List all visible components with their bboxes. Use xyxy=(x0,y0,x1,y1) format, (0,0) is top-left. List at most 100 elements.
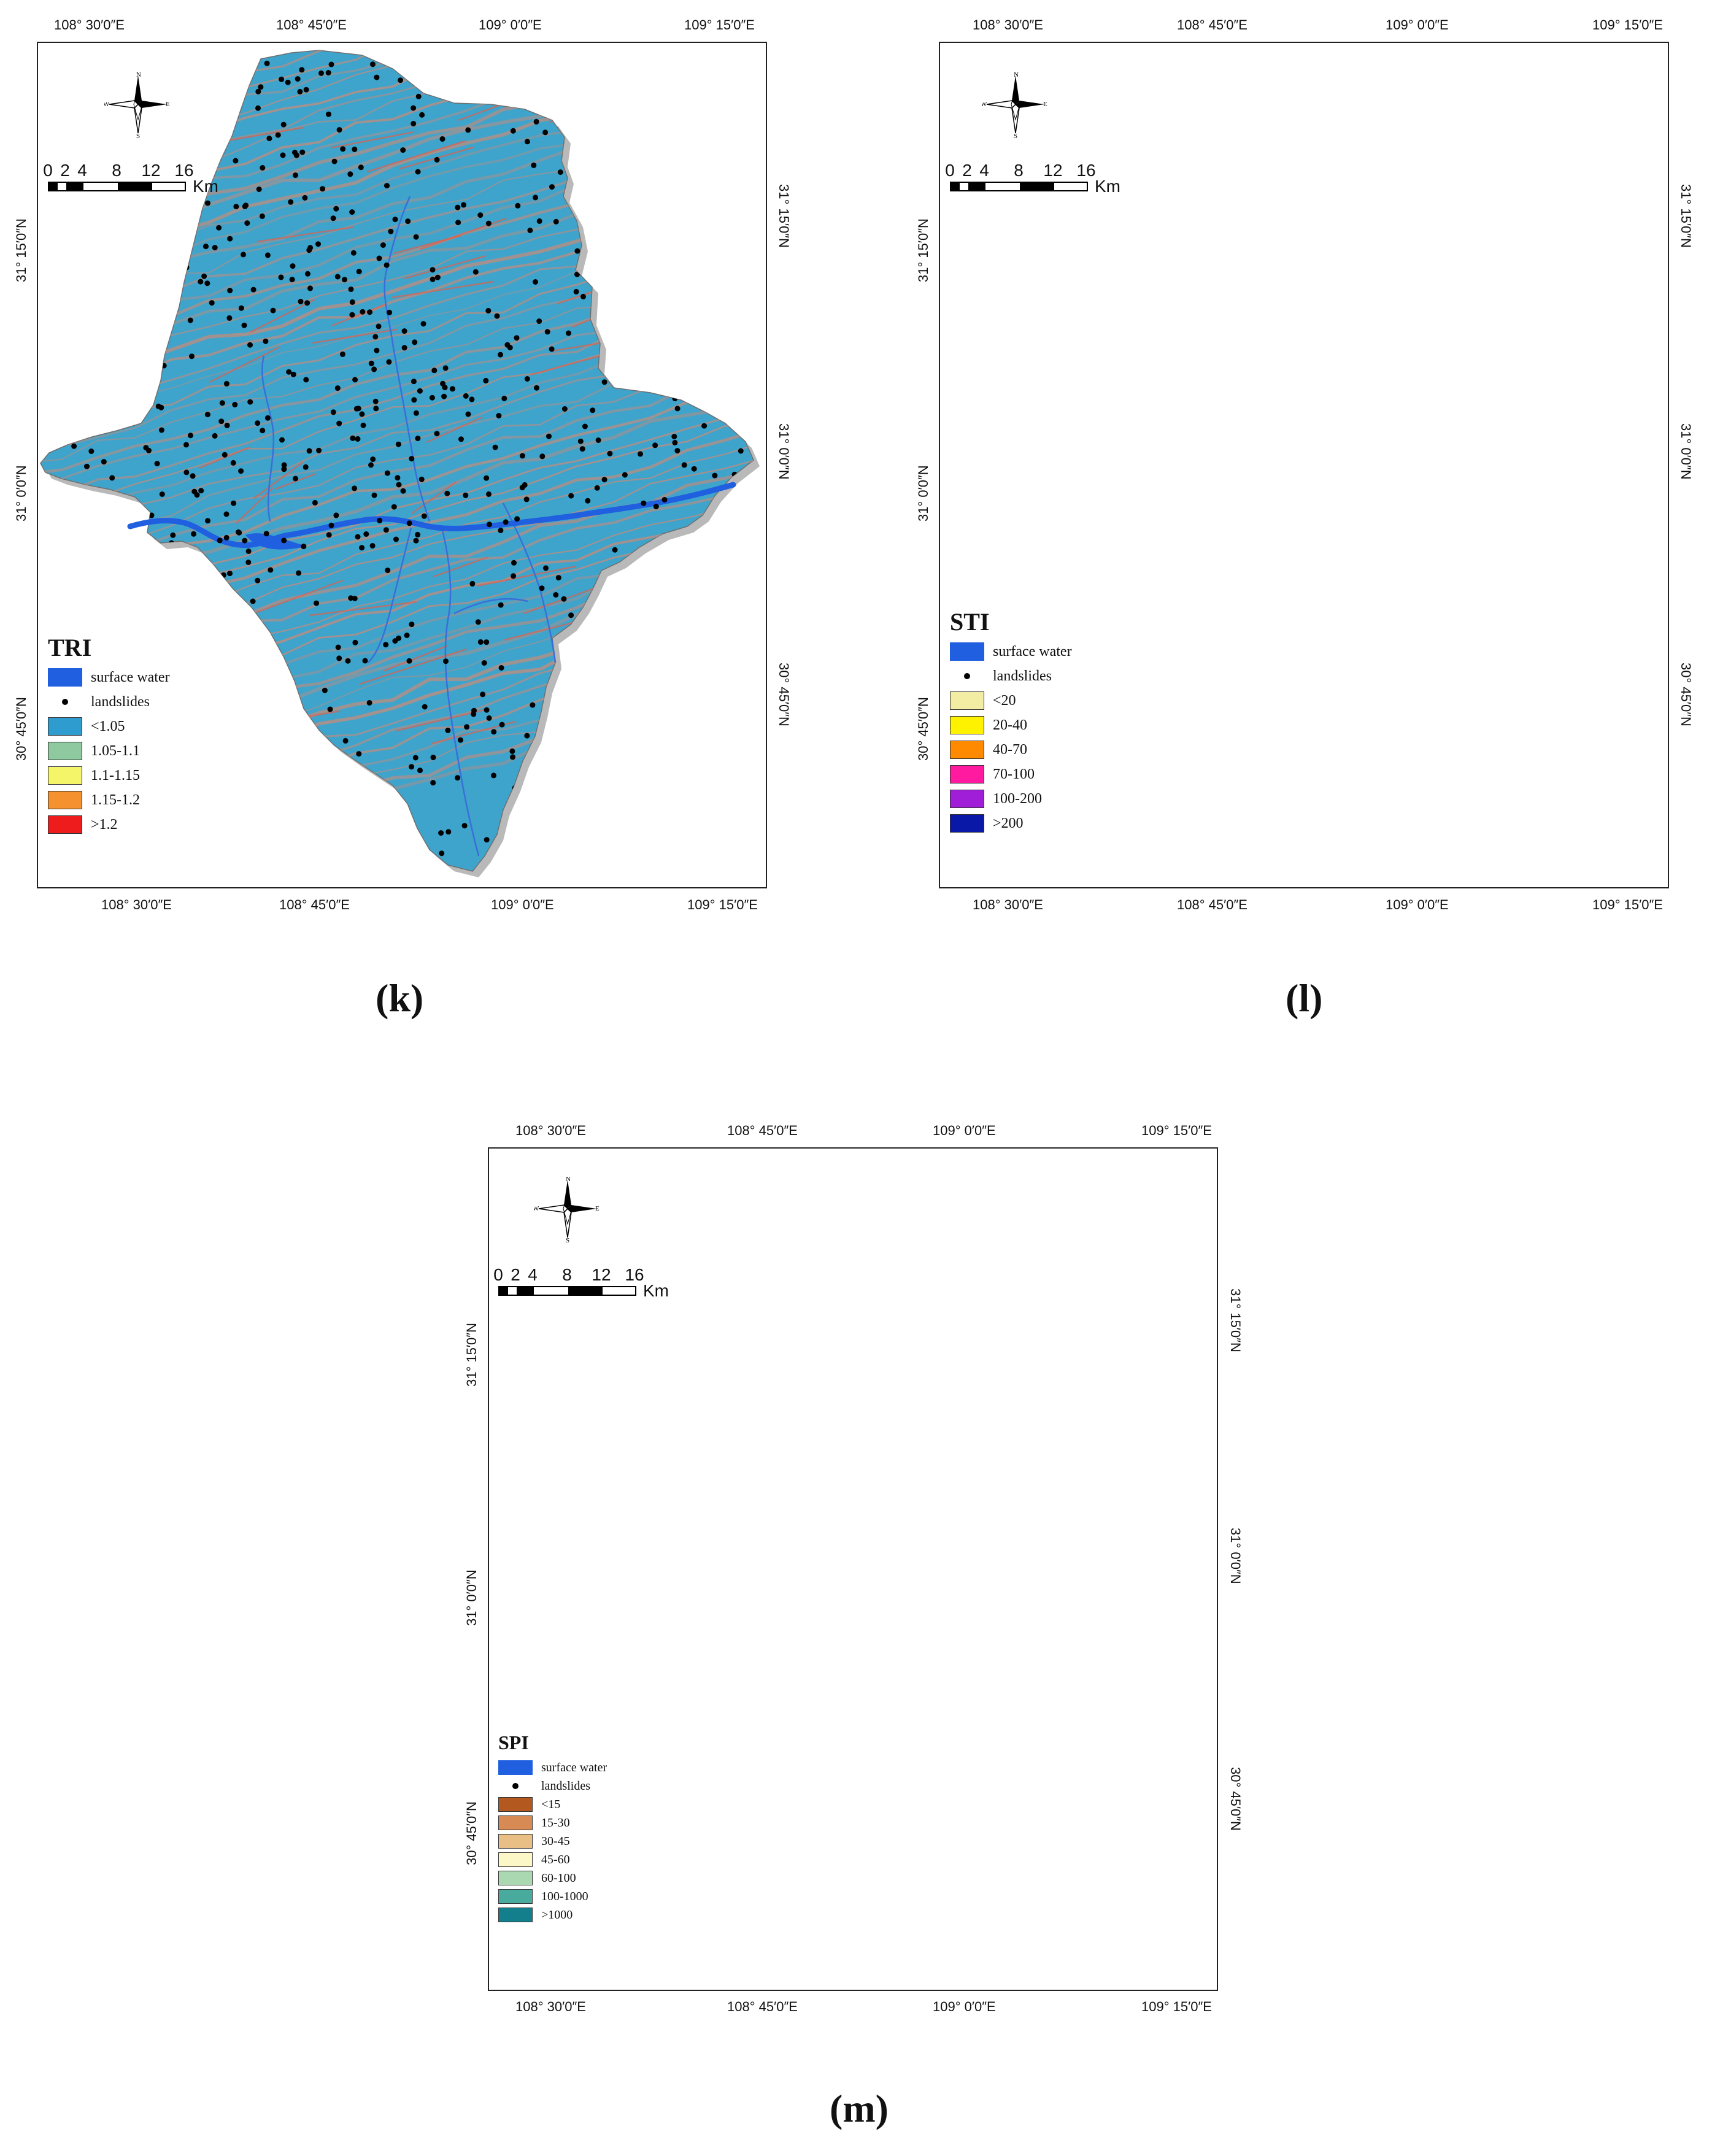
lat-label-right: 31° 0′0″N xyxy=(1228,1528,1243,1584)
lon-label-top: 109° 0′0″E xyxy=(1386,17,1449,33)
lon-label-top: 108° 30′0″E xyxy=(54,17,125,33)
legend-class: 20-40 xyxy=(950,716,1072,734)
lon-label-bottom: 109° 0′0″E xyxy=(1386,897,1449,912)
lat-label-left: 31° 0′0″N xyxy=(13,465,29,522)
lon-label-bottom: 108° 45′0″E xyxy=(727,1999,798,2014)
lon-label-top: 108° 45′0″E xyxy=(276,17,347,33)
lat-label-right: 31° 0′0″N xyxy=(776,423,792,480)
scale-unit: Km xyxy=(643,1281,669,1300)
lat-label-left: 30° 45′0″N xyxy=(13,697,29,761)
legend-title: SPI xyxy=(498,1731,529,1754)
lon-label-top: 109° 15′0″E xyxy=(684,17,755,33)
scale-tick-label: 8 xyxy=(1014,161,1024,180)
svg-text:E: E xyxy=(1043,101,1047,108)
lon-label-top: 108° 45′0″E xyxy=(1177,17,1247,33)
lat-label-right: 31° 15′0″N xyxy=(1228,1288,1243,1352)
legend-class: 100-1000 xyxy=(498,1889,607,1904)
scale-tick-label: 16 xyxy=(1076,161,1096,180)
legend-title: TRI xyxy=(48,634,92,661)
scale-tick-label: 0 xyxy=(493,1265,503,1284)
scale-unit: Km xyxy=(1095,177,1120,196)
svg-text:N: N xyxy=(136,71,141,79)
legend-class: <1.05 xyxy=(48,717,170,736)
legend-class: 45-60 xyxy=(498,1852,607,1867)
legend-class: 60-100 xyxy=(498,1871,607,1885)
lon-label-bottom: 109° 0′0″E xyxy=(933,1999,996,2014)
legend-class: 70-100 xyxy=(950,765,1072,783)
scale-tick-label: 12 xyxy=(1043,161,1063,180)
lat-label-right: 31° 15′0″N xyxy=(776,184,792,248)
scale-tick-label: 0 xyxy=(43,161,53,180)
lat-label-right: 31° 0′0″N xyxy=(1678,423,1694,480)
lat-label-left: 31° 15′0″N xyxy=(916,218,931,282)
legend: TRI surface water landslides <1.05 1.05-… xyxy=(48,633,170,840)
scale-tick-label: 2 xyxy=(511,1265,520,1284)
legend: STI surface water landslides <20 20-40 4… xyxy=(950,607,1072,839)
legend-class: 40-70 xyxy=(950,741,1072,759)
lat-label-left: 30° 45′0″N xyxy=(464,1801,479,1865)
north-arrow: N S E W xyxy=(981,71,1049,140)
lon-label-top: 109° 0′0″E xyxy=(933,1123,996,1138)
lon-label-top: 109° 0′0″E xyxy=(479,17,542,33)
lon-label-bottom: 108° 45′0″E xyxy=(1177,897,1247,912)
lon-label-bottom: 109° 15′0″E xyxy=(1141,1999,1212,2014)
lon-label-bottom: 108° 30′0″E xyxy=(101,897,172,912)
scale-bar: 0 2 4 8 12 16 Km xyxy=(493,1265,669,1300)
scale-tick-label: 4 xyxy=(528,1265,538,1284)
legend-item-landslides: landslides xyxy=(48,693,170,711)
lon-label-top: 108° 30′0″E xyxy=(973,17,1043,33)
scale-tick-label: 2 xyxy=(962,161,972,180)
lat-label-right: 31° 15′0″N xyxy=(1678,184,1694,248)
lon-label-bottom: 109° 15′0″E xyxy=(1592,897,1663,912)
legend-item-landslides: landslides xyxy=(498,1779,607,1793)
lon-label-bottom: 109° 0′0″E xyxy=(491,897,554,912)
legend-class: 1.15-1.2 xyxy=(48,791,170,809)
svg-text:W: W xyxy=(104,101,110,108)
svg-text:E: E xyxy=(595,1205,600,1212)
lat-label-right: 30° 45′0″N xyxy=(776,663,792,726)
legend-title: STI xyxy=(950,608,990,636)
lon-label-top: 109° 15′0″E xyxy=(1592,17,1663,33)
legend-item-surface-water: surface water xyxy=(498,1760,607,1775)
svg-text:S: S xyxy=(136,133,140,138)
legend-class: >1.2 xyxy=(48,815,170,834)
lon-label-top: 109° 15′0″E xyxy=(1141,1123,1212,1138)
svg-text:W: W xyxy=(982,101,987,108)
svg-text:N: N xyxy=(1014,71,1019,79)
scale-tick-label: 12 xyxy=(592,1265,611,1284)
legend-class: 1.05-1.1 xyxy=(48,742,170,760)
scale-unit: Km xyxy=(193,177,218,196)
legend-class: <15 xyxy=(498,1797,607,1812)
svg-text:E: E xyxy=(166,101,170,108)
north-arrow: N S E W xyxy=(533,1175,601,1244)
legend-class: 30-45 xyxy=(498,1834,607,1849)
legend-class: 15-30 xyxy=(498,1815,607,1830)
legend-class: <20 xyxy=(950,691,1072,710)
panel-label: (l) xyxy=(1286,976,1323,1020)
lat-label-right: 30° 45′0″N xyxy=(1678,663,1694,726)
legend-class: >1000 xyxy=(498,1908,607,1922)
lon-label-bottom: 108° 30′0″E xyxy=(973,897,1043,912)
lat-label-left: 30° 45′0″N xyxy=(916,697,931,761)
legend-class: 100-200 xyxy=(950,790,1072,808)
lat-label-left: 31° 0′0″N xyxy=(916,465,931,522)
scale-tick-label: 2 xyxy=(60,161,70,180)
svg-text:W: W xyxy=(534,1205,539,1212)
compass-rose-icon: N S E W xyxy=(533,1176,600,1244)
legend: SPI surface water landslides <15 15-30 3… xyxy=(498,1731,607,1926)
lat-label-left: 31° 15′0″N xyxy=(13,218,29,282)
scale-tick-label: 4 xyxy=(77,161,87,180)
lat-label-left: 31° 15′0″N xyxy=(464,1323,479,1387)
svg-text:S: S xyxy=(566,1237,569,1242)
legend-item-surface-water: surface water xyxy=(48,668,170,687)
panel-label: (k) xyxy=(376,976,424,1020)
compass-rose-icon: N S E W xyxy=(981,71,1047,140)
scale-tick-label: 16 xyxy=(625,1265,644,1284)
lat-label-left: 31° 0′0″N xyxy=(464,1569,479,1626)
lon-label-top: 108° 30′0″E xyxy=(515,1123,586,1138)
scale-tick-label: 4 xyxy=(979,161,989,180)
scale-tick-label: 8 xyxy=(112,161,121,180)
scale-bar: 0 2 4 8 12 16 Km xyxy=(945,161,1120,196)
legend-class: >200 xyxy=(950,814,1072,833)
legend-item-landslides: landslides xyxy=(950,667,1072,685)
